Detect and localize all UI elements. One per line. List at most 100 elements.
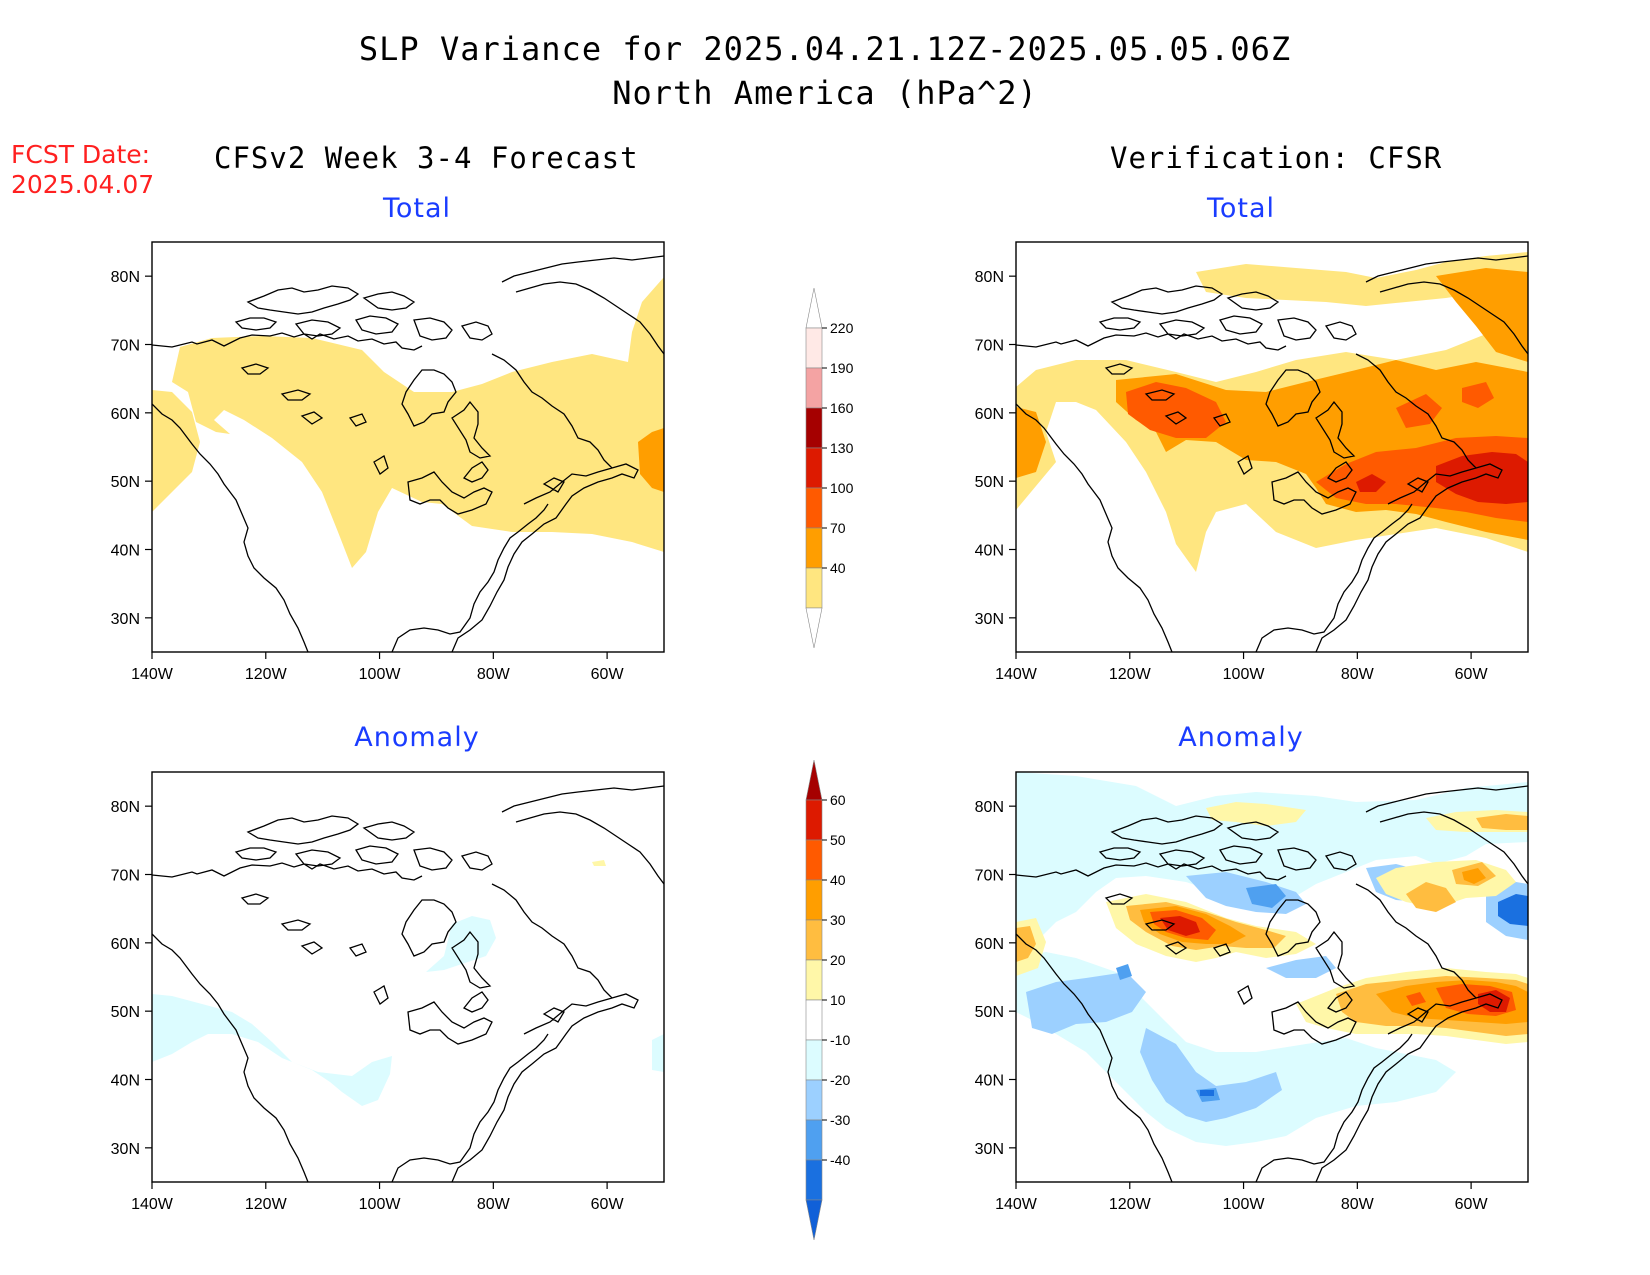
lon-label: 100W: [359, 1196, 402, 1213]
colorbar-label: 10: [830, 992, 846, 1008]
main-title: SLP Variance for 2025.04.21.12Z-2025.05.…: [358, 30, 1292, 68]
lat-label: 50N: [111, 474, 140, 491]
lat-label: 60N: [111, 406, 140, 423]
main-subtitle: North America (hPa^2): [612, 74, 1038, 112]
colorbar-swatch: [805, 839, 823, 881]
fcst-date-label: FCST Date:: [11, 140, 151, 169]
colorbar-swatch: [805, 287, 823, 329]
lat-label: 60N: [975, 936, 1004, 953]
lat-label: 60N: [975, 406, 1004, 423]
lat-label: 50N: [111, 1004, 140, 1021]
lat-label: 70N: [975, 868, 1004, 885]
colorbar-swatch: [805, 999, 823, 1041]
colorbar-swatch: [805, 527, 823, 569]
lat-label: 70N: [111, 338, 140, 355]
colorbar-swatch: [805, 919, 823, 961]
left-column-heading: CFSv2 Week 3-4 Forecast: [214, 141, 639, 175]
colorbar-swatch: [805, 879, 823, 921]
colorbar-anomaly: 60 50 40 30 20 10 -10 -20 -30 -40: [805, 759, 850, 1241]
lon-label: 140W: [995, 1196, 1038, 1213]
lon-label: 60W: [591, 666, 625, 683]
fcst-date-value: 2025.04.07: [11, 170, 155, 199]
colorbar-swatch: [805, 759, 823, 801]
colorbar-label: 100: [830, 480, 854, 496]
lon-label: 80W: [477, 666, 511, 683]
lon-label: 140W: [995, 666, 1038, 683]
lat-label: 40N: [975, 1073, 1004, 1090]
colorbar-swatch: [805, 567, 823, 609]
map-panel-verif-anomaly: [1015, 771, 1529, 1183]
lat-label: 80N: [111, 799, 140, 816]
lat-label: 80N: [111, 269, 140, 286]
lat-label: 40N: [111, 543, 140, 560]
colorbar-label: -20: [830, 1072, 850, 1088]
map-panel-verif-total: [1015, 241, 1529, 653]
colorbar-swatch: [805, 447, 823, 489]
colorbar-label: 220: [830, 320, 854, 336]
lon-label: 140W: [131, 666, 174, 683]
colorbar-swatch: [805, 1119, 823, 1161]
colorbar-swatch: [805, 1079, 823, 1121]
lon-label: 120W: [1109, 666, 1152, 683]
lat-label: 40N: [111, 1073, 140, 1090]
lon-label: 60W: [591, 1196, 625, 1213]
colorbar-swatch: [805, 327, 823, 369]
lon-label: 80W: [477, 1196, 511, 1213]
panel-title-verif-total: Total: [1206, 193, 1276, 224]
colorbar-swatch: [805, 959, 823, 1001]
lon-label: 80W: [1341, 666, 1375, 683]
lon-label: 120W: [245, 666, 288, 683]
panel-title-fcst-total: Total: [382, 193, 452, 224]
colorbar-label: -30: [830, 1112, 850, 1128]
lon-label: 100W: [359, 666, 402, 683]
colorbar-swatch: [805, 367, 823, 409]
colorbar-swatch: [805, 607, 823, 649]
lon-label: 80W: [1341, 1196, 1375, 1213]
colorbar-label: 190: [830, 360, 854, 376]
lon-label: 100W: [1223, 666, 1266, 683]
colorbar-label: 40: [830, 872, 846, 888]
lat-label: 30N: [111, 1141, 140, 1158]
colorbar-label: 20: [830, 952, 846, 968]
colorbar-label: 160: [830, 400, 854, 416]
colorbar-label: 60: [830, 792, 846, 808]
colorbar-label: 30: [830, 912, 846, 928]
colorbar-swatch: [805, 1039, 823, 1081]
lon-label: 140W: [131, 1196, 174, 1213]
lat-label: 70N: [111, 868, 140, 885]
lon-label: 120W: [1109, 1196, 1152, 1213]
map-panel-fcst-anomaly: [151, 771, 665, 1183]
lat-label: 50N: [975, 1004, 1004, 1021]
lon-label: 120W: [245, 1196, 288, 1213]
lat-label: 60N: [111, 936, 140, 953]
map-panel-fcst-total: [151, 241, 665, 653]
colorbar-label: -40: [830, 1152, 850, 1168]
panel-title-fcst-anomaly: Anomaly: [354, 722, 480, 753]
colorbar-label: 50: [830, 832, 846, 848]
lat-label: 30N: [975, 1141, 1004, 1158]
lon-label: 60W: [1455, 666, 1489, 683]
panel-title-verif-anomaly: Anomaly: [1178, 722, 1304, 753]
lat-label: 30N: [111, 611, 140, 628]
colorbar-label: 70: [830, 520, 846, 536]
colorbar-label: -10: [830, 1032, 850, 1048]
lat-label: 80N: [975, 799, 1004, 816]
lat-label: 70N: [975, 338, 1004, 355]
colorbar-total: 220 190 160 130 100 70 40: [805, 287, 854, 649]
colorbar-label: 130: [830, 440, 854, 456]
colorbar-swatch: [805, 1159, 823, 1201]
axes-layer: 80N 70N 60N 50N 40N 30N 140W 120W 100W 80W 60W 80N 7…: [111, 269, 1489, 1213]
lat-label: 40N: [975, 543, 1004, 560]
right-column-heading: Verification: CFSR: [1110, 141, 1443, 175]
lon-label: 60W: [1455, 1196, 1489, 1213]
lat-label: 30N: [975, 611, 1004, 628]
colorbar-swatch: [805, 407, 823, 449]
colorbar-swatch: [805, 799, 823, 841]
lat-label: 50N: [975, 474, 1004, 491]
colorbar-swatch: [805, 1199, 823, 1241]
colorbar-label: 40: [830, 560, 846, 576]
lon-label: 100W: [1223, 1196, 1266, 1213]
lat-label: 80N: [975, 269, 1004, 286]
colorbar-swatch: [805, 487, 823, 529]
